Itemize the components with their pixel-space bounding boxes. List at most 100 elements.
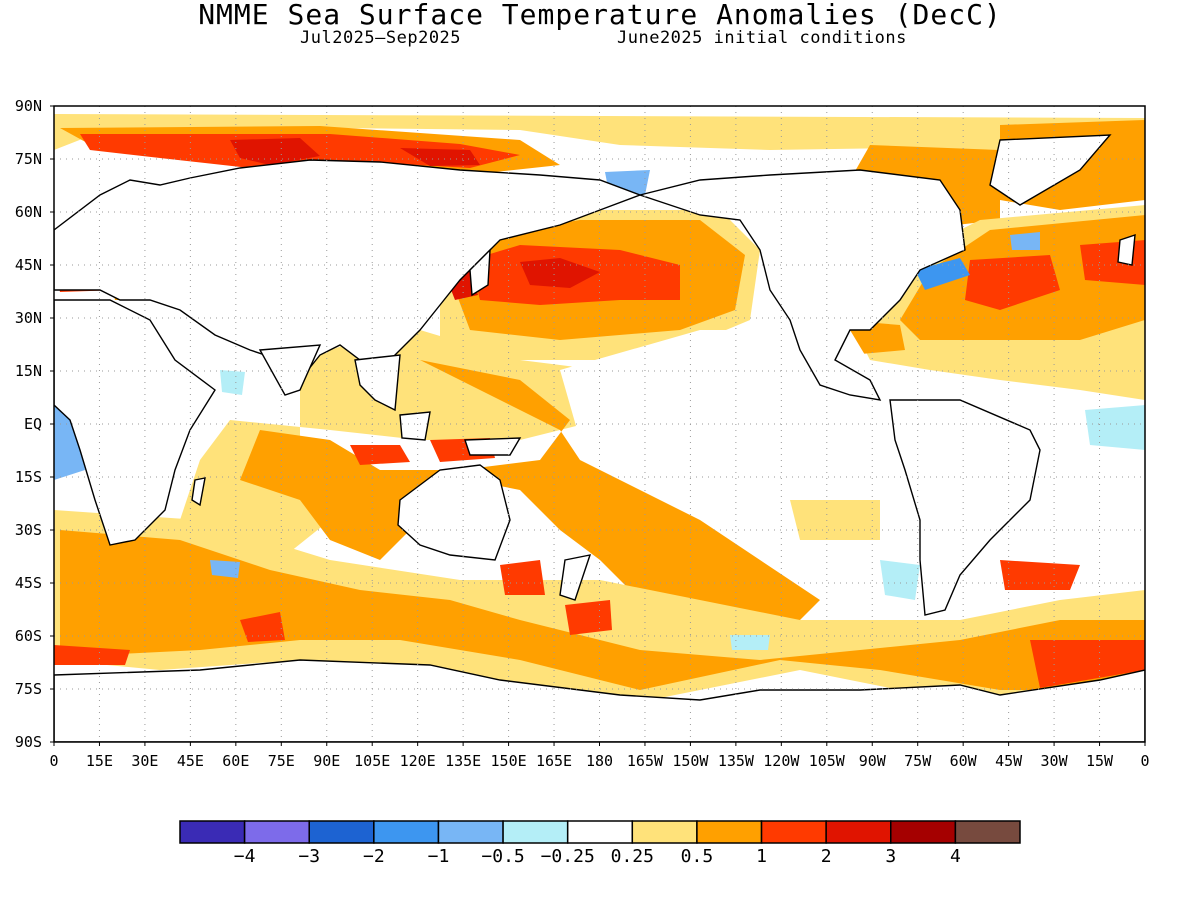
lon-label: 15W [1086, 752, 1114, 770]
land-indochina [354, 354, 401, 412]
lon-label: 30E [131, 752, 158, 770]
anomaly-2-south-atlantic [1000, 560, 1080, 590]
lat-label: 15S [15, 468, 42, 486]
anomaly-2-antarctic-ind [54, 645, 130, 665]
land-borneo [399, 411, 431, 441]
map-field [54, 106, 1145, 742]
colorbar-swatch [890, 820, 957, 844]
anomaly-1-warm-pool [240, 360, 820, 650]
anomaly-neg-eq-atl [1085, 405, 1145, 450]
anomaly-2-maritime [350, 445, 410, 465]
lat-label: 75N [15, 150, 42, 168]
lat-label: 30S [15, 521, 42, 539]
lon-label: 135W [718, 752, 755, 770]
colorbar-label: −0.25 [541, 846, 595, 867]
lat-label: 30N [15, 309, 42, 327]
land-new-zealand [559, 554, 592, 601]
colorbar-swatch [631, 820, 698, 844]
land-greenland [989, 134, 1112, 206]
lon-label: 45E [177, 752, 204, 770]
colorbar-swatch [825, 820, 892, 844]
anomaly-neg-south-pac [730, 635, 770, 650]
colorbar-swatch [502, 820, 569, 844]
anomaly-neg-arabian [220, 370, 245, 395]
anomaly-0.5-sepac [790, 500, 880, 540]
graticule-grid [54, 106, 1145, 742]
land-masses [54, 134, 1145, 742]
lon-label: 150W [672, 752, 709, 770]
anomaly-2-south-pacific [565, 600, 612, 635]
lon-label: 150E [491, 752, 527, 770]
longitude-labels: 0 15E 30E 45E 60E 75E 90E 105E 120E 135E 150E 165E 1… [49, 742, 1150, 770]
lat-label: 90S [15, 733, 42, 751]
land-uk [1117, 233, 1136, 266]
lon-label: 180 [586, 752, 613, 770]
lat-label: 90N [15, 97, 42, 115]
lon-label: 75W [904, 752, 932, 770]
colorbar-label: 4 [950, 846, 961, 867]
colorbar-swatch [566, 820, 634, 844]
land-india [258, 344, 322, 396]
latitude-labels: 90N 75N 60N 45N 30N 15N EQ 15S 30S 45S 60S 75S 90S [15, 97, 54, 751]
lon-label: 165W [627, 752, 664, 770]
lat-label: 60N [15, 203, 42, 221]
lat-label: 15N [15, 362, 42, 380]
colorbar-label: 2 [821, 846, 832, 867]
land-africa [54, 299, 216, 546]
colorbar-label: 1 [756, 846, 767, 867]
colorbar-swatch [179, 820, 246, 844]
land-madagascar [191, 477, 206, 507]
land-south-america [889, 399, 1041, 616]
anomaly-1-south [60, 530, 1145, 690]
land-new-guinea [464, 437, 522, 456]
colorbar-label: −0.5 [481, 846, 524, 867]
lon-label: 75E [268, 752, 295, 770]
anomaly-3-kara [230, 138, 320, 165]
lon-label: 105E [354, 752, 390, 770]
anomaly-2-natl-east [1080, 240, 1145, 285]
lat-label: 45S [15, 574, 42, 592]
anomaly-2-tasman [500, 560, 545, 595]
lon-label: 60W [950, 752, 978, 770]
land-antarctica [54, 659, 1145, 742]
initial-conditions: June2025 initial conditions [617, 28, 907, 48]
colorbar-swatch [760, 820, 827, 844]
colorbar-swatch [308, 820, 375, 844]
colorbar-swatch [696, 820, 763, 844]
anomaly-2-antarctic-atl [1030, 640, 1145, 688]
lon-label: 135E [445, 752, 481, 770]
land-eurasia [54, 159, 642, 382]
colorbar-labels: −4 −3 −2 −1 −0.5 −0.25 0.25 0.5 1 2 3 4 [234, 846, 961, 867]
colorbar-label: 3 [885, 846, 896, 867]
lon-label: 105W [809, 752, 846, 770]
anomaly-neg-south-ind [210, 560, 240, 578]
lon-label: 90E [313, 752, 340, 770]
lon-label: 120E [400, 752, 436, 770]
colorbar-label: −3 [298, 846, 320, 867]
colorbar-label: 0.5 [681, 846, 714, 867]
lat-label: 60S [15, 627, 42, 645]
anomaly-3-laptev [400, 148, 480, 166]
forecast-period: Jul2025—Sep2025 [300, 28, 462, 48]
anomaly-neg-labrador [1010, 232, 1040, 250]
anomaly-neg-gulfstream [915, 258, 970, 290]
lon-label: 15E [86, 752, 113, 770]
colorbar [179, 820, 1021, 844]
colorbar-label: −1 [428, 846, 450, 867]
land-north-america [637, 169, 966, 401]
lat-label: EQ [24, 415, 42, 433]
land-japan [469, 248, 491, 297]
colorbar-label: −2 [363, 846, 385, 867]
chart-title: NMME Sea Surface Temperature Anomalies (… [198, 0, 1002, 31]
lat-label: 75S [15, 680, 42, 698]
lon-label: 0 [1140, 752, 1149, 770]
anomaly-2-natl [965, 255, 1060, 310]
land-australia [397, 464, 511, 561]
lat-label: 45N [15, 256, 42, 274]
lon-label: 45W [995, 752, 1023, 770]
colorbar-swatch [243, 820, 310, 844]
lon-label: 0 [49, 752, 58, 770]
lon-label: 30W [1041, 752, 1069, 770]
colorbar-label: −4 [234, 846, 256, 867]
